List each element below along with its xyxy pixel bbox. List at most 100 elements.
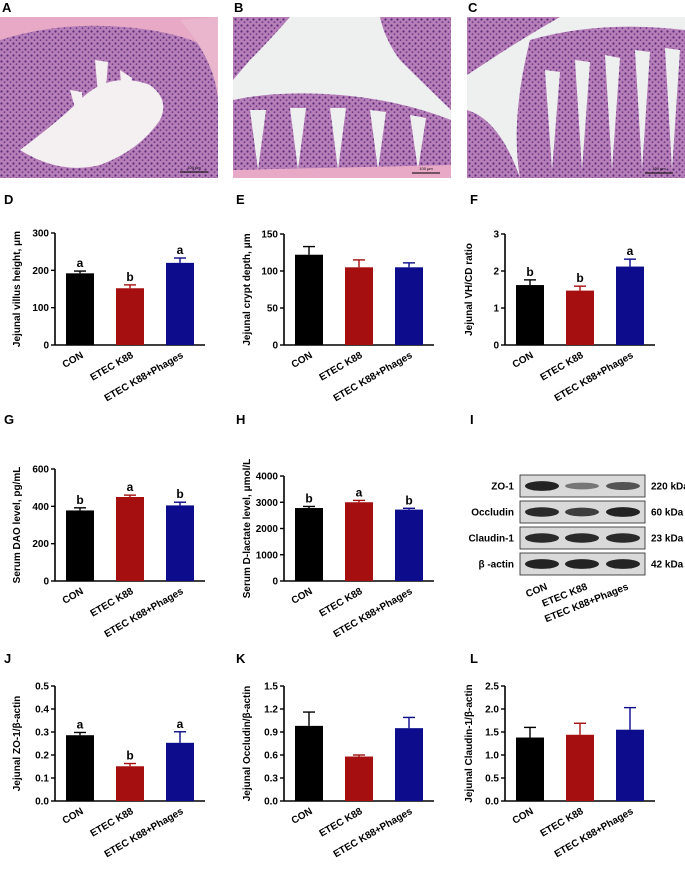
histology-panel-a: A 100 µm — [0, 0, 218, 178]
y-tick-label: 3000 — [256, 498, 279, 509]
protein-label: Occludin — [471, 508, 514, 519]
y-tick-label: 0.3 — [35, 728, 49, 739]
significance-letter: a — [627, 244, 634, 258]
y-tick-label: 0 — [43, 341, 49, 352]
significance-letter: a — [77, 256, 84, 270]
bar-3 — [395, 509, 423, 581]
bar-3 — [395, 267, 423, 345]
y-tick-label: 1000 — [256, 550, 279, 561]
panel-label: G — [4, 412, 14, 427]
y-tick-label: 2000 — [256, 524, 279, 535]
bar-2 — [345, 267, 373, 345]
blot-band — [606, 482, 640, 490]
bar-3 — [395, 728, 423, 801]
category-label: CON — [511, 350, 536, 371]
category-label: CON — [61, 586, 86, 607]
y-axis-label: Jejunal villus height, μm — [12, 231, 23, 347]
y-tick-label: 100 — [32, 303, 49, 314]
y-tick-label: 0.3 — [264, 774, 278, 785]
y-tick-label: 0.0 — [485, 797, 499, 808]
category-label: ETEC K88 — [89, 350, 136, 384]
blot-band — [525, 533, 559, 543]
chart-j: J Jejunal ZO-1/β-actin 0.0 0.1 0.2 0.3 0.4 0.5 a… — [4, 651, 205, 860]
y-tick-label: 0.2 — [35, 751, 49, 762]
significance-letter: b — [405, 493, 412, 507]
y-axis-label: Jejunal ZO-1/β-actin — [12, 696, 23, 792]
category-label: CON — [511, 806, 536, 827]
chart-e: E Jejunal crypt depth, μm 0 50 100 150 CON ETEC… — [236, 192, 434, 404]
y-axis-label: Jejunal crypt depth, μm — [242, 233, 253, 345]
chart-d: D Jejunal villus height, μm 0 100 200 300 a CON… — [4, 192, 205, 404]
y-axis-label: Serum DAO level, pg/mL — [12, 467, 23, 584]
blot-band — [565, 482, 599, 490]
bar-1 — [295, 508, 323, 581]
significance-letter: b — [526, 265, 533, 279]
scale-bar-a: 100 µm — [187, 165, 201, 170]
panel-label-b: B — [234, 0, 243, 15]
chart-k: K Jejunal Occludin/β-actin 0.0 0.3 0.6 0.9 1.2… — [236, 651, 434, 860]
category-label: CON — [290, 806, 315, 827]
protein-label: Claudin-1 — [468, 534, 514, 545]
significance-letter: b — [176, 487, 183, 501]
significance-letter: b — [76, 493, 83, 507]
band-size-label: 42 kDa — [651, 560, 684, 571]
western-blot-panel: I ZO-1 220 kDa Occludin 60 kDa Claudin-1 23 k… — [468, 412, 685, 625]
bar-3 — [616, 729, 644, 801]
y-tick-label: 0.1 — [35, 774, 49, 785]
y-tick-label: 0 — [493, 341, 499, 352]
y-tick-label: 1.5 — [264, 682, 278, 693]
y-axis-label: Jejunal Occludin/β-actin — [242, 686, 253, 802]
category-label: ETEC K88 — [539, 350, 586, 384]
significance-letter: b — [126, 270, 133, 284]
y-tick-label: 2 — [493, 267, 499, 278]
category-label: ETEC K88 — [318, 586, 365, 620]
panel-label-i: I — [470, 412, 474, 427]
chart-g: G Serum DAO level, pg/mL 0 200 400 600 b CON a ET… — [4, 412, 205, 640]
panel-label: J — [4, 651, 11, 666]
blot-band — [565, 507, 599, 517]
y-tick-label: 0.4 — [35, 705, 49, 716]
band-size-label: 220 kDa — [651, 482, 685, 493]
y-tick-label: 100 — [261, 267, 278, 278]
bar-2 — [116, 766, 144, 801]
bar-1 — [295, 254, 323, 345]
bar-3 — [166, 262, 194, 345]
chart-h: H Serum D-lactate level, μmol/L 0 1000 2000 3… — [236, 412, 434, 640]
y-tick-label: 0.5 — [485, 774, 499, 785]
y-tick-label: 200 — [32, 539, 49, 550]
histology-panel-b: B 100 µm — [233, 0, 451, 178]
significance-letter: a — [127, 480, 134, 494]
y-tick-label: 0.6 — [264, 751, 278, 762]
panel-label: D — [4, 192, 13, 207]
panel-label-c: C — [468, 0, 478, 15]
category-label: CON — [290, 586, 315, 607]
category-label: CON — [61, 350, 86, 371]
blot-band — [606, 559, 640, 569]
y-tick-label: 400 — [32, 502, 49, 513]
bar-2 — [345, 502, 373, 581]
significance-letter: a — [77, 717, 84, 731]
bar-2 — [566, 734, 594, 801]
bar-1 — [66, 735, 94, 801]
bar-1 — [66, 510, 94, 581]
y-tick-label: 0 — [43, 577, 49, 588]
significance-letter: a — [177, 717, 184, 731]
y-tick-label: 0.0 — [35, 797, 49, 808]
y-tick-label: 2.5 — [485, 682, 499, 693]
bar-1 — [295, 725, 323, 801]
blot-band — [565, 559, 599, 569]
significance-letter: b — [126, 749, 133, 763]
bar-2 — [345, 756, 373, 801]
y-tick-label: 1.0 — [485, 751, 499, 762]
category-label: ETEC K88 — [89, 586, 136, 620]
y-tick-label: 3 — [493, 230, 499, 241]
band-size-label: 23 kDa — [651, 534, 684, 545]
bar-1 — [66, 273, 94, 345]
category-label: CON — [290, 350, 315, 371]
protein-label: β -actin — [478, 560, 514, 571]
category-label: ETEC K88 — [89, 806, 136, 840]
y-tick-label: 0.9 — [264, 728, 278, 739]
bar-3 — [166, 505, 194, 581]
